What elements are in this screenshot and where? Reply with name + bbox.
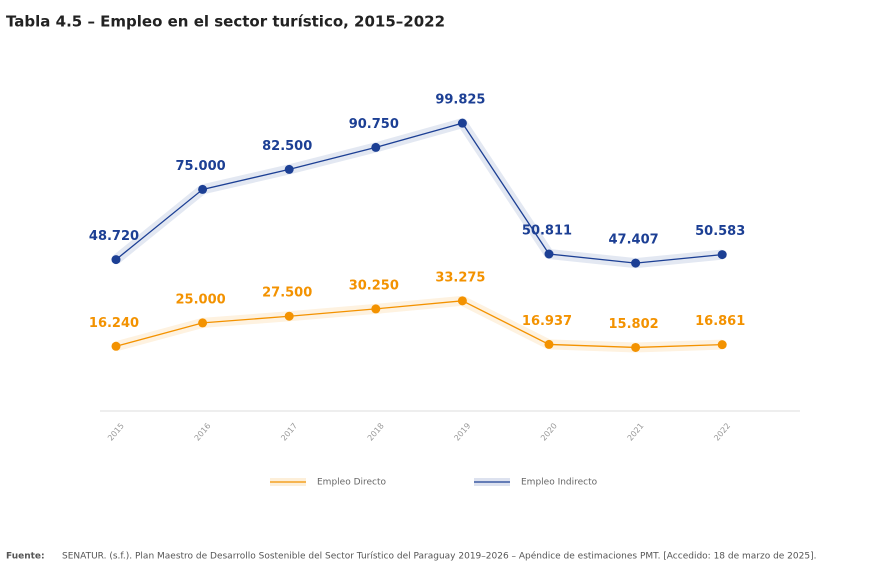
x-tick-label: 2019 <box>452 421 472 442</box>
legend-label: Empleo Indirecto <box>521 478 598 488</box>
data-point <box>284 311 294 321</box>
data-point <box>631 258 641 268</box>
data-label: 75.000 <box>176 159 226 174</box>
series-line <box>115 300 723 349</box>
chart-title: Tabla 4.5 – Empleo en el sector turístic… <box>6 13 445 31</box>
x-tick-label: 2016 <box>193 421 213 442</box>
data-label: 50.811 <box>522 224 572 239</box>
data-label: 90.750 <box>349 117 399 132</box>
x-tick-label: 2017 <box>279 421 299 442</box>
data-point <box>198 318 208 328</box>
series-line <box>115 122 723 264</box>
data-label: 30.250 <box>349 278 399 293</box>
data-label: 15.802 <box>609 317 659 332</box>
x-tick-label: 2022 <box>712 421 732 442</box>
data-label: 16.861 <box>695 314 745 329</box>
data-point <box>111 341 121 351</box>
data-label: 99.825 <box>435 93 485 108</box>
data-label: 33.275 <box>435 270 485 285</box>
data-point <box>457 118 467 128</box>
data-point <box>544 339 554 349</box>
x-tick-label: 2018 <box>366 421 386 442</box>
source-label: Fuente: <box>6 552 45 562</box>
data-label: 82.500 <box>262 139 312 154</box>
x-tick-label: 2021 <box>626 421 646 442</box>
data-point <box>371 142 381 152</box>
x-tick-label: 2020 <box>539 421 559 442</box>
data-point <box>284 164 294 174</box>
data-point <box>717 340 727 350</box>
legend-label: Empleo Directo <box>317 478 387 488</box>
source-text: SENATUR. (s.f.). Plan Maestro de Desarro… <box>62 551 816 562</box>
data-label: 47.407 <box>609 233 659 248</box>
data-point <box>111 255 121 265</box>
data-point <box>457 296 467 306</box>
data-point <box>631 342 641 352</box>
data-label: 48.720 <box>89 229 139 244</box>
data-point <box>198 184 208 194</box>
data-point <box>544 249 554 259</box>
data-point <box>371 304 381 314</box>
data-point <box>717 250 727 260</box>
data-label: 50.583 <box>695 224 745 239</box>
data-label: 16.240 <box>89 316 139 331</box>
data-label: 27.500 <box>262 286 312 301</box>
x-tick-label: 2015 <box>106 421 126 442</box>
data-label: 16.937 <box>522 314 572 329</box>
data-label: 25.000 <box>176 292 226 307</box>
